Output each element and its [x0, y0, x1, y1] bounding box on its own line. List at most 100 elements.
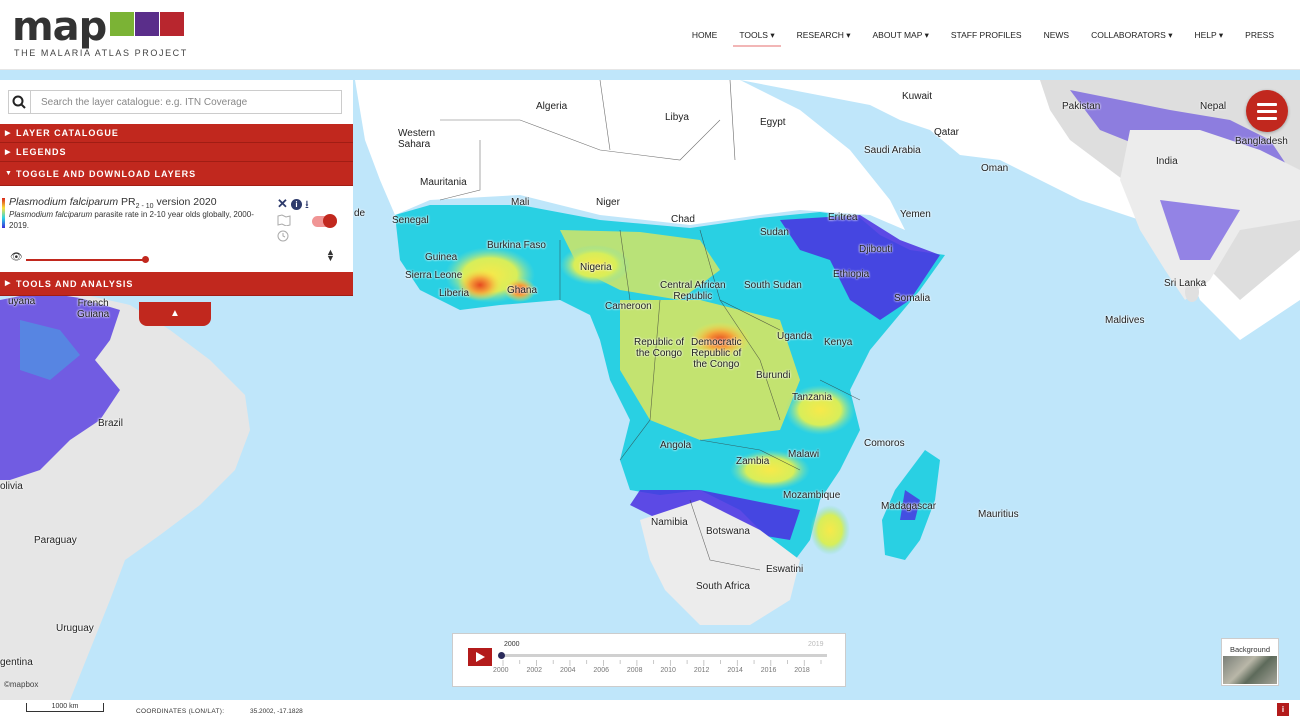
label-de-fragment: de: [354, 208, 366, 219]
search-icon[interactable]: [8, 90, 30, 114]
section-label: TOOLS AND ANALYSIS: [16, 279, 134, 289]
label-sudan: Sudan: [760, 227, 789, 238]
close-icon[interactable]: ✕: [277, 196, 288, 211]
label-somalia: Somalia: [894, 293, 931, 304]
menu-button[interactable]: [1246, 90, 1288, 132]
label-nigeria: Nigeria: [580, 262, 612, 273]
chevron-right-icon: ▶: [5, 280, 12, 287]
layer-title-version: version 2020: [153, 196, 217, 208]
download-icon[interactable]: ⭳: [305, 199, 309, 211]
label-western-sahara: Western Sahara: [398, 128, 436, 150]
eye-icon: 👁: [10, 252, 23, 263]
year-label: 2018: [794, 667, 810, 674]
label-paraguay: Paraguay: [34, 535, 77, 546]
layer-actions: ✕ i ⭳: [277, 196, 309, 215]
label-algeria: Algeria: [536, 101, 568, 112]
label-niger: Niger: [596, 197, 620, 208]
label-burkina-faso: Burkina Faso: [487, 240, 546, 251]
nav-help[interactable]: HELP ▾: [1194, 30, 1224, 40]
label-guyana-fragment: uyana: [8, 296, 36, 307]
hamburger-icon: [1257, 110, 1277, 113]
label-oman: Oman: [981, 163, 1009, 174]
chevron-right-icon: ▶: [5, 130, 12, 137]
section-label: TOGGLE AND DOWNLOAD LAYERS: [16, 169, 197, 179]
clock-icon[interactable]: [277, 229, 289, 247]
section-tools-analysis[interactable]: ▶ TOOLS AND ANALYSIS: [0, 272, 353, 296]
map-icon[interactable]: [277, 213, 291, 231]
label-sri-lanka: Sri Lanka: [1164, 278, 1207, 289]
section-layer-catalogue[interactable]: ▶ LAYER CATALOGUE: [0, 124, 353, 143]
label-chad: Chad: [671, 214, 695, 225]
panel-collapse-button[interactable]: ▲: [139, 302, 211, 326]
label-maldives: Maldives: [1105, 315, 1145, 326]
label-french-guiana: French Guiana: [77, 298, 110, 320]
toggle-knob[interactable]: [323, 214, 337, 228]
southern-africa-land: [640, 500, 800, 625]
label-sierra-leone: Sierra Leone: [405, 270, 463, 281]
label-ghana: Ghana: [507, 285, 538, 296]
play-button[interactable]: [468, 648, 492, 666]
layer-search: [0, 80, 353, 124]
nav-collaborators[interactable]: COLLABORATORS ▾: [1091, 30, 1173, 40]
year-label: 2014: [727, 667, 743, 674]
nav-staff-profiles[interactable]: STAFF PROFILES: [950, 30, 1022, 40]
year-label: 2012: [693, 667, 710, 674]
label-drc: Democratic Republic of the Congo: [691, 337, 742, 370]
logo-tile-americas: [110, 12, 134, 36]
nav-home[interactable]: HOME: [691, 30, 718, 40]
info-button[interactable]: i: [1277, 703, 1289, 716]
label-angola: Angola: [660, 440, 692, 451]
time-slider-panel: 2000 2019 2000 2002 2004 2006 2008 2010 2012 20…: [452, 633, 846, 687]
sort-icon[interactable]: ▲ ▼: [326, 247, 335, 263]
label-namibia: Namibia: [651, 517, 688, 528]
time-slider-track[interactable]: [501, 654, 827, 657]
background-switcher[interactable]: Background: [1221, 638, 1279, 686]
nav-press[interactable]: PRESS: [1245, 30, 1274, 40]
section-legends[interactable]: ▶ LEGENDS: [0, 143, 353, 162]
label-yemen: Yemen: [900, 209, 931, 220]
label-burundi: Burundi: [756, 370, 791, 381]
legend-color-strip: [2, 198, 5, 228]
south-america-malaria: [0, 292, 120, 480]
label-pakistan: Pakistan: [1062, 101, 1101, 112]
label-kenya: Kenya: [824, 337, 853, 348]
chevron-right-icon: ▶: [5, 149, 12, 156]
year-label: 2002: [526, 667, 543, 674]
label-qatar: Qatar: [934, 127, 960, 138]
year-label: 2000: [493, 667, 509, 674]
layer-desc-text: parasite rate in 2-10 year olds globally…: [9, 210, 254, 230]
info-icon[interactable]: i: [290, 199, 302, 210]
label-guinea: Guinea: [425, 252, 458, 263]
coordinates-value: 35.2002, -17.1828: [250, 708, 303, 715]
year-label: 2004: [559, 667, 576, 674]
search-input[interactable]: [30, 90, 342, 114]
label-ethiopia: Ethiopia: [833, 269, 870, 280]
label-south-africa: South Africa: [696, 581, 750, 592]
opacity-slider-handle[interactable]: [142, 256, 149, 263]
hamburger-icon: [1257, 117, 1277, 120]
map-logo[interactable]: map THE MALARIA ATLAS PROJECT: [12, 4, 192, 62]
site-header: map THE MALARIA ATLAS PROJECT HOME TOOLS…: [0, 0, 1300, 70]
map-canvas[interactable]: Algeria Libya Egypt Kuwait Pakistan Nepa…: [0, 70, 1300, 700]
label-eritrea: Eritrea: [828, 212, 858, 223]
label-eswatini: Eswatini: [766, 564, 804, 575]
nav-tools[interactable]: TOOLS ▾: [733, 30, 781, 47]
layer-title: Plasmodium falciparum PR2 - 10 version 2…: [9, 196, 217, 210]
nav-about-map[interactable]: ABOUT MAP ▾: [872, 30, 929, 40]
label-mauritania: Mauritania: [420, 177, 467, 188]
section-toggle-download-layers[interactable]: ▼ TOGGLE AND DOWNLOAD LAYERS: [0, 162, 353, 186]
label-nepal: Nepal: [1200, 101, 1227, 112]
nav-research[interactable]: RESEARCH ▾: [796, 30, 851, 40]
mapbox-attribution[interactable]: ©mapbox: [4, 680, 39, 689]
opacity-slider[interactable]: [26, 259, 146, 261]
logo-word: map: [12, 4, 107, 50]
label-republic-of-the-congo: Republic of the Congo: [634, 337, 685, 359]
nav-news[interactable]: NEWS: [1043, 30, 1070, 40]
layer-description: Plasmodium falciparum parasite rate in 2…: [9, 209, 269, 231]
time-slider-handle[interactable]: [498, 652, 505, 659]
hamburger-icon: [1257, 103, 1277, 106]
label-comoros: Comoros: [864, 438, 905, 449]
background-label: Background: [1229, 645, 1271, 654]
chevron-down-icon: ▼: [5, 170, 13, 177]
label-bolivia: olivia: [0, 481, 23, 492]
